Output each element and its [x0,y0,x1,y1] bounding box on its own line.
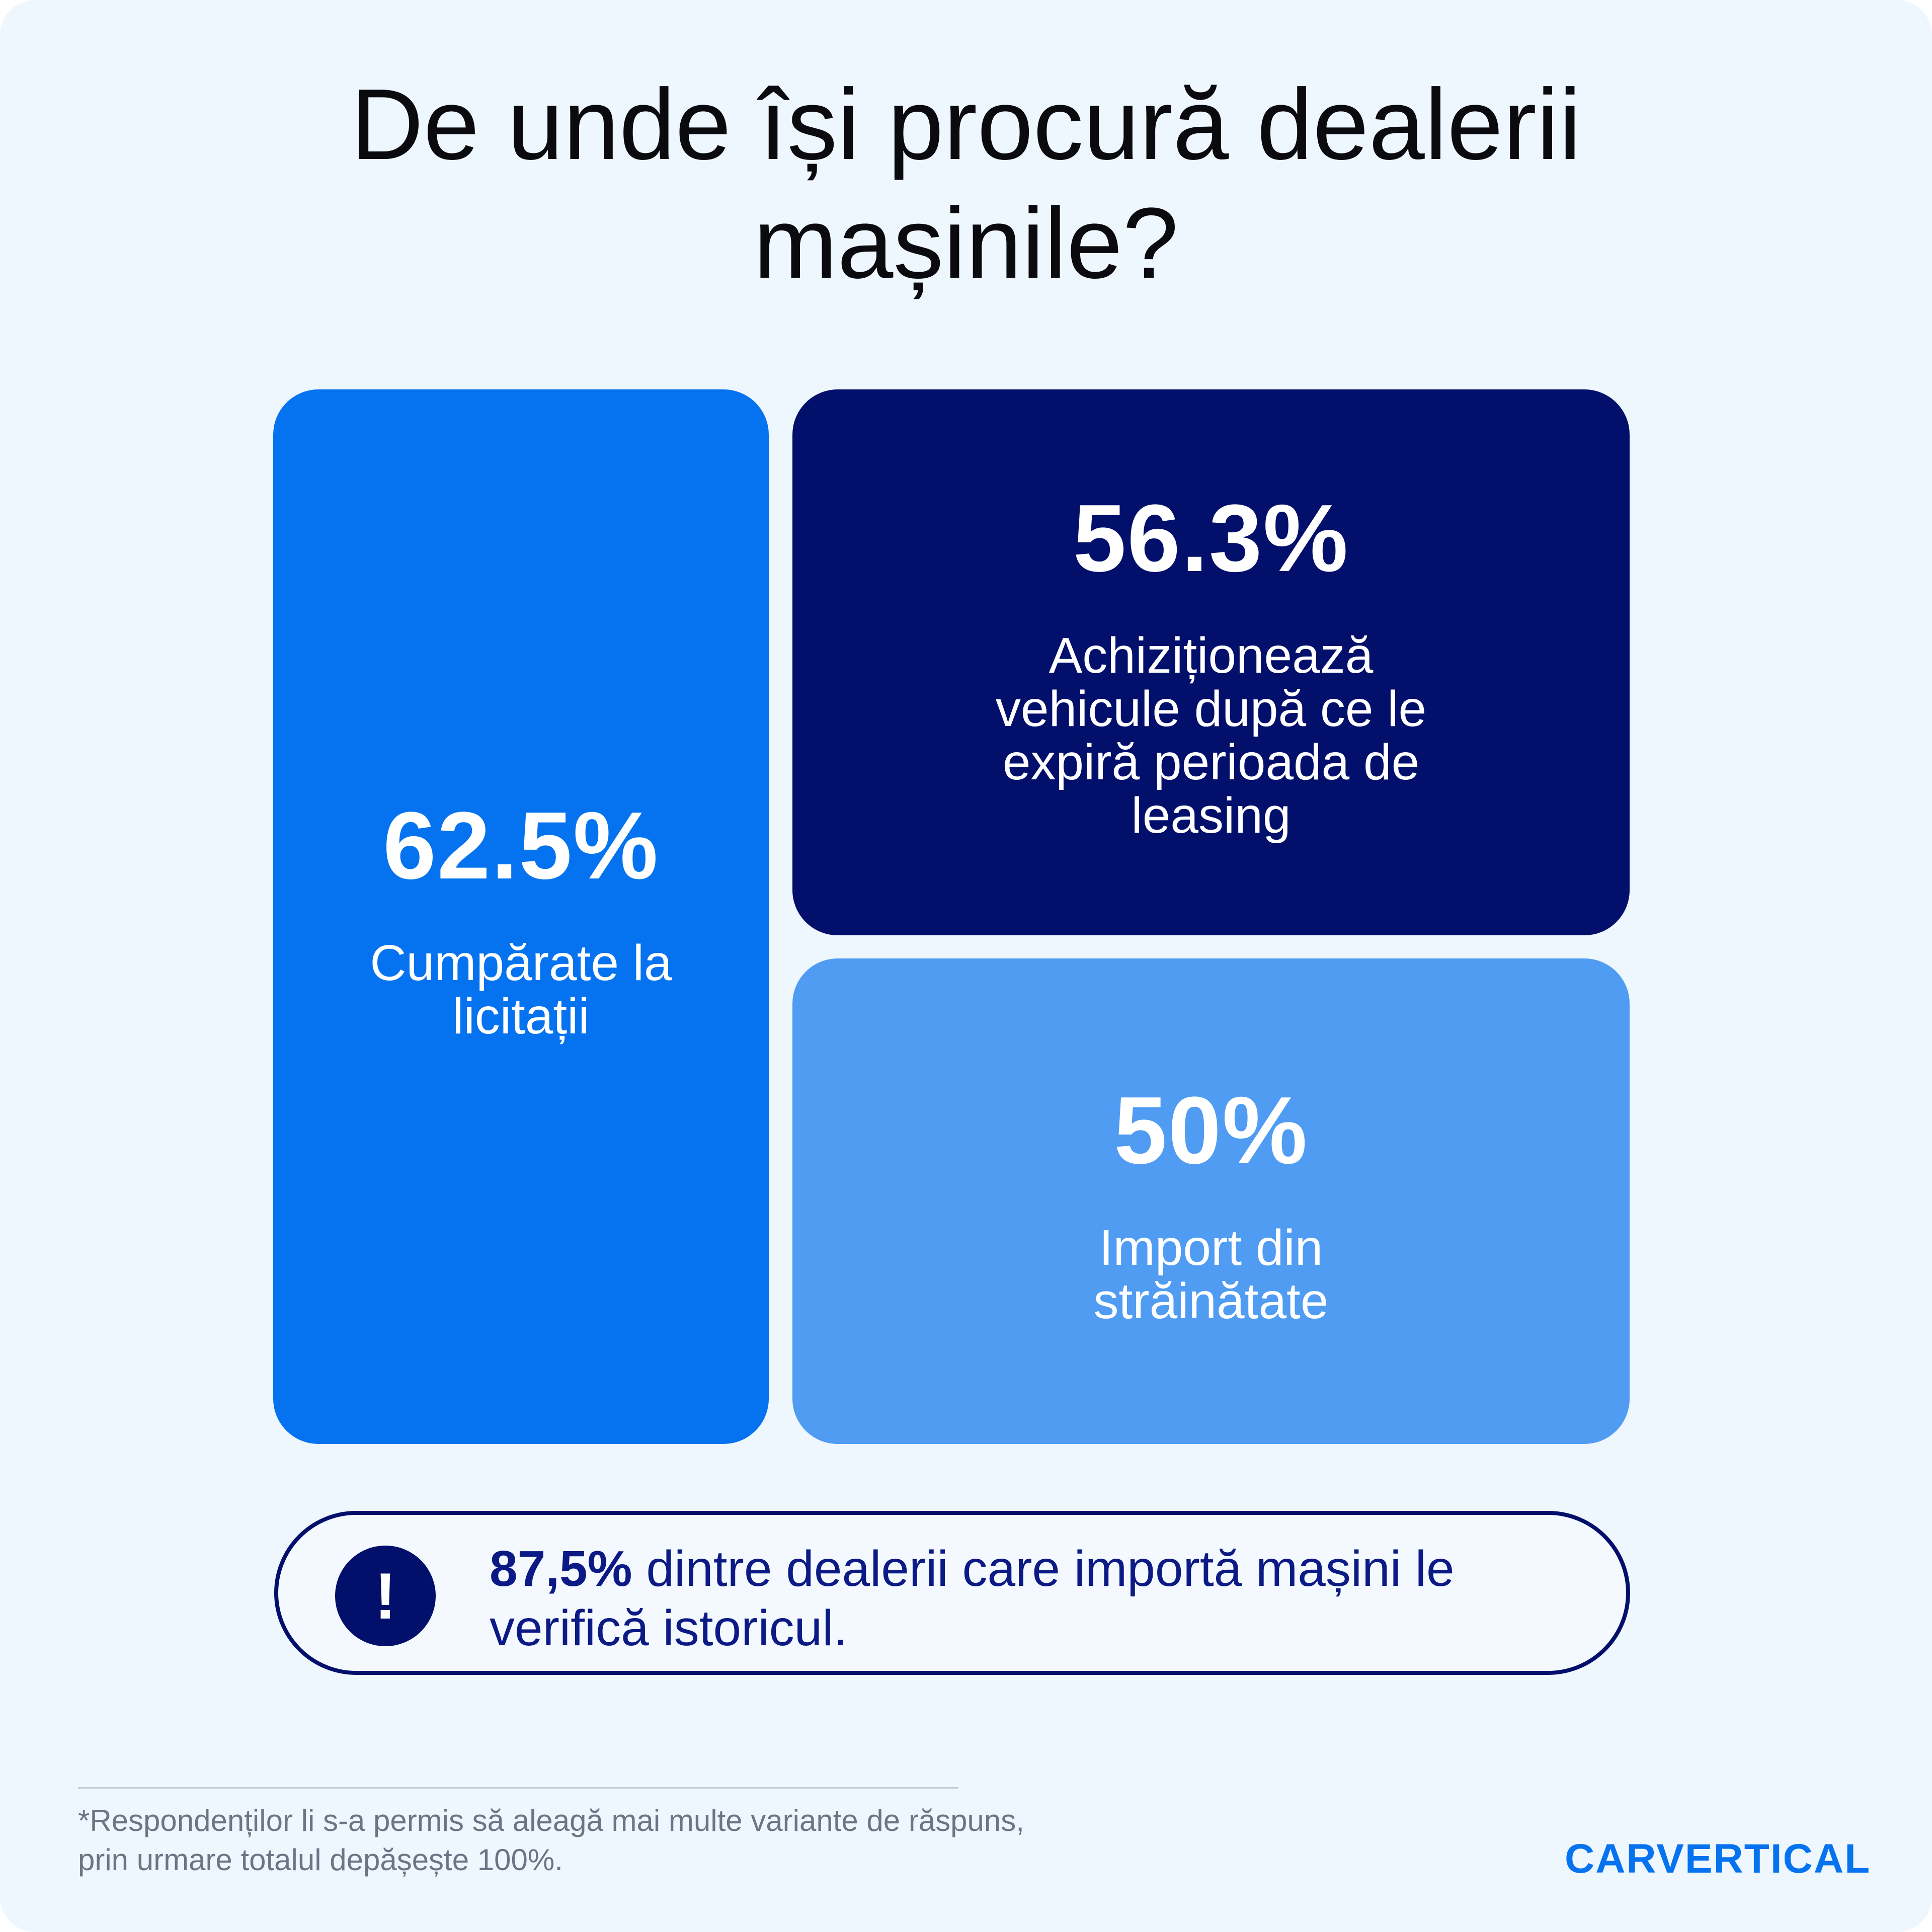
page-title: De unde își procură dealerii mașinile? [351,68,1581,299]
stat-value-auctions: 62.5% [383,792,659,899]
stat-label-import: Import din străinătate [1093,1219,1329,1329]
stat-label-auctions: Cumpărate la licitații [370,935,672,1044]
footnote-divider [78,1787,958,1789]
callout-box: ! 87,5% dintre dealerii care importă maș… [274,1511,1630,1675]
callout-text: 87,5% dintre dealerii care importă mașin… [490,1539,1596,1658]
exclamation-icon: ! [335,1546,436,1646]
callout-body: dintre dealerii care importă mașini le v… [490,1541,1455,1656]
footnote: *Respondenților li s-a permis să aleagă … [78,1804,1024,1877]
stat-value-import: 50% [1113,1077,1309,1184]
stat-value-leasing: 56.3% [1073,485,1349,592]
stat-label-leasing: Achiziționează vehicule după ce le expir… [995,627,1427,844]
brand-logo: CARVERTICAL [1565,1836,1871,1882]
stat-card-import: 50% Import din străinătate [792,958,1630,1444]
stat-card-leasing: 56.3% Achiziționează vehicule după ce le… [792,389,1630,935]
callout-highlight: 87,5% [490,1541,632,1597]
stat-card-auctions: 62.5% Cumpărate la licitații [273,389,769,1444]
